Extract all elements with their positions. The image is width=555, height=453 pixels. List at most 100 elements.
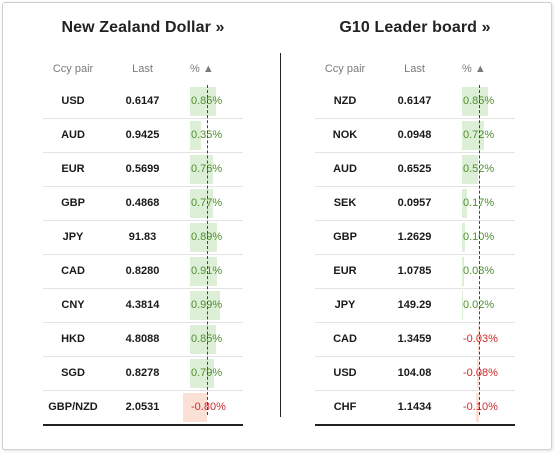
pct-change-cell: 0.79%: [191, 367, 223, 379]
table-row[interactable]: CAD 0.8280 0.91%: [43, 255, 243, 289]
last-price-cell: 2.0531: [125, 401, 160, 413]
pct-change-cell: 0.17%: [463, 197, 495, 209]
change-bar: [190, 121, 201, 150]
pct-change-cell: 0.85%: [191, 95, 223, 107]
ccy-pair-cell[interactable]: AUD: [333, 163, 357, 175]
last-price-cell: 0.6147: [397, 95, 432, 107]
pct-change-cell: 0.85%: [191, 333, 223, 345]
ccy-pair-cell[interactable]: GBP: [61, 197, 85, 209]
pct-change-cell: 0.08%: [463, 265, 495, 277]
table-header: Ccy pair Last % ▲: [315, 63, 515, 79]
table-row[interactable]: GBP 0.4868 0.77%: [43, 187, 243, 221]
last-price-cell: 0.5699: [125, 163, 160, 175]
col-header-pct[interactable]: % ▲: [190, 63, 214, 75]
change-bar: [462, 223, 465, 252]
table-row[interactable]: GBP/NZD 2.0531 -0.80%: [43, 391, 243, 426]
change-bar: [462, 87, 488, 116]
ccy-pair-cell[interactable]: CAD: [61, 265, 85, 277]
last-price-cell: 1.1434: [397, 401, 432, 413]
last-price-cell: 0.0957: [397, 197, 432, 209]
last-price-cell: 0.8280: [125, 265, 160, 277]
pct-change-cell: 0.85%: [463, 95, 495, 107]
pct-change-cell: 0.52%: [463, 163, 495, 175]
ccy-pair-cell[interactable]: EUR: [333, 265, 357, 277]
g10-panel-title[interactable]: G10 Leader board »: [339, 19, 491, 36]
pct-change-cell: 0.77%: [191, 197, 223, 209]
ccy-pair-cell[interactable]: AUD: [61, 129, 85, 141]
pct-change-cell: 0.35%: [191, 129, 223, 141]
zero-line: [207, 85, 208, 415]
table-row[interactable]: HKD 4.8088 0.85%: [43, 323, 243, 357]
pct-change-cell: 0.99%: [191, 299, 223, 311]
table-row[interactable]: JPY 149.29 0.02%: [315, 289, 515, 323]
pct-change-cell: 0.10%: [463, 231, 495, 243]
ccy-pair-cell[interactable]: NOK: [332, 129, 358, 141]
change-bar: [190, 257, 218, 286]
ccy-pair-cell[interactable]: SGD: [61, 367, 85, 379]
pct-change-cell: -0.08%: [463, 367, 498, 379]
nzd-panel-title[interactable]: New Zealand Dollar »: [61, 19, 225, 36]
table-row[interactable]: USD 104.08 -0.08%: [315, 357, 515, 391]
pct-change-cell: -0.10%: [463, 401, 498, 413]
table-row[interactable]: NOK 0.0948 0.72%: [315, 119, 515, 153]
table-row[interactable]: EUR 1.0785 0.08%: [315, 255, 515, 289]
ccy-pair-cell[interactable]: GBP/NZD: [48, 401, 98, 413]
col-header-pair[interactable]: Ccy pair: [324, 63, 366, 75]
col-header-last[interactable]: Last: [132, 63, 153, 75]
ccy-pair-cell[interactable]: NZD: [333, 95, 357, 107]
zero-line: [479, 85, 480, 415]
table-row[interactable]: SGD 0.8278 0.79%: [43, 357, 243, 391]
col-header-last[interactable]: Last: [404, 63, 425, 75]
change-bar: [476, 359, 479, 388]
pct-change-cell: 0.76%: [191, 163, 223, 175]
table-row[interactable]: SEK 0.0957 0.17%: [315, 187, 515, 221]
pct-change-cell: 0.91%: [191, 265, 223, 277]
change-bar: [462, 291, 463, 320]
ccy-pair-cell[interactable]: USD: [61, 95, 85, 107]
ccy-pair-cell[interactable]: CNY: [61, 299, 85, 311]
table-row[interactable]: CAD 1.3459 -0.03%: [315, 323, 515, 357]
change-bar: [183, 393, 207, 422]
pct-change-cell: -0.03%: [463, 333, 498, 345]
last-price-cell: 4.8088: [125, 333, 160, 345]
ccy-pair-cell[interactable]: HKD: [61, 333, 85, 345]
change-bar: [462, 121, 484, 150]
table-row[interactable]: AUD 0.6525 0.52%: [315, 153, 515, 187]
last-price-cell: 1.2629: [397, 231, 432, 243]
ccy-pair-cell[interactable]: SEK: [333, 197, 357, 209]
ccy-pair-cell[interactable]: CAD: [333, 333, 357, 345]
table-row[interactable]: JPY 91.83 0.89%: [43, 221, 243, 255]
table-row[interactable]: AUD 0.9425 0.35%: [43, 119, 243, 153]
table-row[interactable]: CHF 1.1434 -0.10%: [315, 391, 515, 426]
last-price-cell: 0.9425: [125, 129, 160, 141]
last-price-cell: 1.3459: [397, 333, 432, 345]
last-price-cell: 4.3814: [125, 299, 160, 311]
ccy-pair-cell[interactable]: USD: [333, 367, 357, 379]
change-bar: [190, 291, 220, 320]
last-price-cell: 0.6147: [125, 95, 160, 107]
table-row[interactable]: EUR 0.5699 0.76%: [43, 153, 243, 187]
pct-change-cell: 0.72%: [463, 129, 495, 141]
g10-table-body: NZD 0.6147 0.85% NOK 0.0948 0.72% AUD 0.6525 0.5…: [315, 85, 515, 426]
ccy-pair-cell[interactable]: CHF: [333, 401, 357, 413]
table-row[interactable]: GBP 1.2629 0.10%: [315, 221, 515, 255]
last-price-cell: 1.0785: [397, 265, 432, 277]
ccy-pair-cell[interactable]: EUR: [61, 163, 85, 175]
change-bar: [190, 87, 216, 116]
table-row[interactable]: NZD 0.6147 0.85%: [315, 85, 515, 119]
last-price-cell: 91.83: [128, 231, 157, 243]
change-bar: [462, 189, 468, 218]
col-header-pair[interactable]: Ccy pair: [52, 63, 94, 75]
ccy-pair-cell[interactable]: JPY: [334, 299, 356, 311]
pct-change-cell: 0.89%: [191, 231, 223, 243]
table-row[interactable]: USD 0.6147 0.85%: [43, 85, 243, 119]
col-header-pct[interactable]: % ▲: [462, 63, 486, 75]
panel-divider: [280, 53, 281, 417]
nzd-table-body: USD 0.6147 0.85% AUD 0.9425 0.35% EUR 0.5699 0.7…: [43, 85, 243, 426]
pct-change-cell: 0.02%: [463, 299, 495, 311]
ccy-pair-cell[interactable]: GBP: [333, 231, 357, 243]
table-row[interactable]: CNY 4.3814 0.99%: [43, 289, 243, 323]
ccy-pair-cell[interactable]: JPY: [62, 231, 84, 243]
change-bar: [190, 223, 217, 252]
